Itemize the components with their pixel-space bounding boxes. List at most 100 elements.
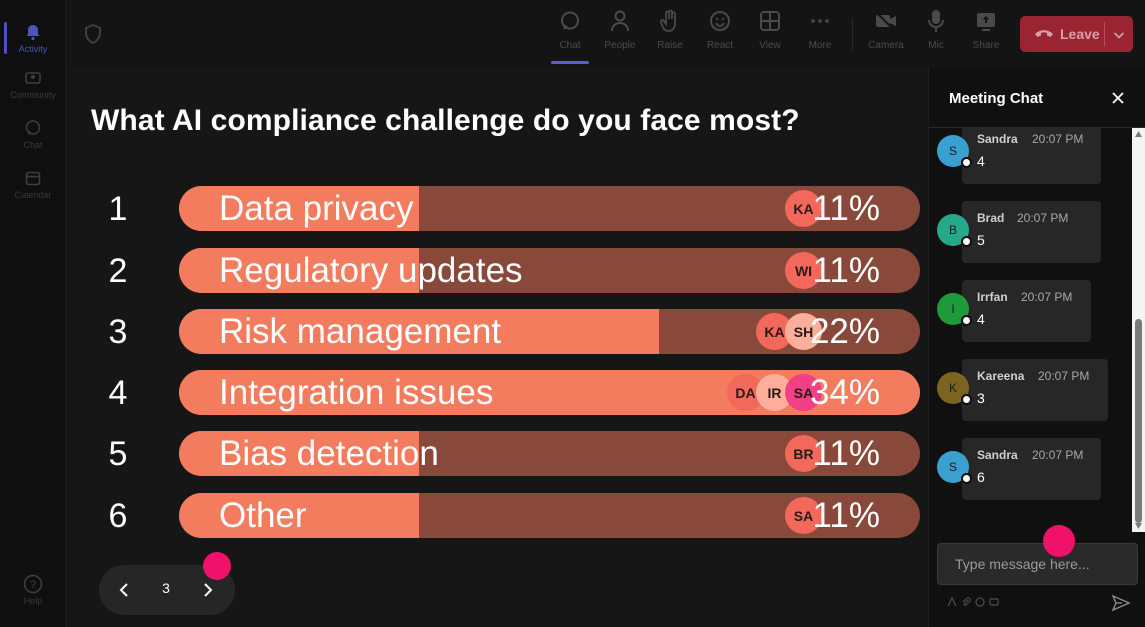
- chevron-left-icon: [119, 583, 128, 597]
- message-time: 20:07 PM: [1038, 369, 1090, 383]
- pointer-highlight: [1043, 525, 1075, 557]
- option-bar-fill: [179, 493, 419, 538]
- mic-button[interactable]: Mic: [911, 8, 961, 60]
- previous-page-button[interactable]: [112, 578, 136, 602]
- option-bar-fill: [179, 431, 419, 476]
- view-label: View: [759, 40, 781, 51]
- poll-option-row[interactable]: 6 Other SA 11%: [66, 493, 928, 539]
- view-button[interactable]: View: [745, 8, 795, 60]
- chat-message-input[interactable]: [937, 543, 1138, 585]
- chat-icon: [23, 118, 43, 138]
- chat-scrollbar[interactable]: [1132, 128, 1145, 532]
- rail-item-label: Activity: [18, 44, 48, 54]
- option-bar: Bias detection BR 11%: [179, 431, 920, 476]
- poll-stage: What AI compliance challenge do you face…: [66, 68, 928, 627]
- rail-item-chat[interactable]: Chat: [0, 110, 66, 158]
- close-icon[interactable]: [1110, 90, 1126, 106]
- hand-icon: [658, 8, 682, 34]
- chat-title: Meeting Chat: [949, 90, 1044, 107]
- poll-option-row[interactable]: 5 Bias detection BR 11%: [66, 431, 928, 477]
- option-percentage: 11%: [812, 434, 880, 473]
- voter-avatar: SA: [785, 497, 822, 534]
- react-button[interactable]: React: [695, 8, 745, 60]
- pointer-highlight: [203, 552, 231, 580]
- send-icon[interactable]: [1111, 594, 1131, 612]
- presence-status-icon: [961, 315, 972, 326]
- rail-item-help[interactable]: ? Help: [0, 566, 66, 614]
- scroll-down-icon: [1135, 523, 1142, 529]
- voter-avatars: KA: [785, 190, 822, 227]
- people-button[interactable]: People: [595, 8, 645, 60]
- message-text: 5: [977, 232, 985, 248]
- poll-question: What AI compliance challenge do you face…: [91, 104, 800, 137]
- camera-label: Camera: [868, 40, 904, 51]
- attach-icon[interactable]: [961, 597, 971, 607]
- raise-label: Raise: [657, 40, 683, 51]
- rail-item-label: Calendar: [14, 190, 52, 200]
- option-percentage: 11%: [812, 251, 880, 290]
- more-button[interactable]: More: [795, 8, 845, 60]
- option-number: 2: [108, 252, 128, 290]
- share-button[interactable]: Share: [961, 8, 1011, 60]
- option-bar-fill: [179, 248, 419, 293]
- chevron-down-icon[interactable]: [1113, 28, 1125, 40]
- option-number: 4: [108, 374, 128, 412]
- sender-name: Brad: [977, 211, 1005, 225]
- option-label: Risk management: [219, 312, 502, 351]
- voter-avatars: SA: [785, 497, 822, 534]
- leave-button[interactable]: Leave: [1020, 16, 1133, 52]
- raise-hand-button[interactable]: Raise: [645, 8, 695, 60]
- chat-icon: [558, 8, 582, 34]
- rail-item-label: Help: [23, 596, 43, 606]
- format-toolbar: [947, 597, 999, 607]
- toolbar-divider: [852, 18, 853, 50]
- option-bar-fill: [179, 186, 419, 231]
- camera-off-icon: [874, 8, 898, 34]
- scrollbar-thumb[interactable]: [1135, 319, 1142, 523]
- sender-name: Irrfan: [977, 290, 1008, 304]
- people-label: People: [604, 40, 636, 51]
- next-page-button[interactable]: [196, 578, 220, 602]
- poll-option-row[interactable]: 2 Regulatory updates WI 11%: [66, 248, 928, 294]
- smile-icon: [708, 8, 732, 34]
- poll-option-row[interactable]: 4 Integration issues DA IR SA 34%: [66, 370, 928, 416]
- message-bubble: Kareena 20:07 PM 3: [962, 359, 1108, 421]
- emoji-icon[interactable]: [975, 597, 985, 607]
- format-text-icon[interactable]: [947, 597, 957, 607]
- option-bar: Other SA 11%: [179, 493, 920, 538]
- option-bar-fill: [179, 309, 659, 354]
- option-bar: Risk management KA SH 22%: [179, 309, 920, 354]
- presence-status-icon: [961, 236, 972, 247]
- presence-status-icon: [961, 473, 972, 484]
- message-time: 20:07 PM: [1017, 211, 1069, 225]
- option-label: Regulatory updates: [219, 251, 523, 290]
- meeting-chat-panel: Meeting Chat Sandra 20:07 PM 4 S Brad 20:07 P…: [928, 68, 1145, 627]
- page-number: 3: [162, 580, 170, 596]
- poll-option-row[interactable]: 1 Data privacy KA 11%: [66, 186, 928, 232]
- sender-name: Kareena: [977, 369, 1025, 383]
- leave-split-divider: [1104, 22, 1105, 46]
- voter-avatars: KA SH: [756, 313, 822, 350]
- rail-item-calendar[interactable]: Calendar: [0, 160, 66, 208]
- gif-icon[interactable]: [989, 597, 999, 607]
- poll-option-row[interactable]: 3 Risk management KA SH 22%: [66, 309, 928, 355]
- rail-item-community[interactable]: Community: [0, 60, 66, 108]
- react-label: React: [706, 40, 734, 51]
- svg-text:?: ?: [30, 579, 36, 591]
- camera-button[interactable]: Camera: [861, 8, 911, 60]
- rail-item-activity[interactable]: Activity: [0, 14, 66, 62]
- voter-avatar: BR: [785, 435, 822, 472]
- voter-avatars: DA IR SA: [727, 374, 822, 411]
- app-rail: Activity Community Chat Calendar ? Help: [0, 0, 66, 627]
- option-label: Data privacy: [219, 189, 414, 228]
- mic-label: Mic: [928, 40, 944, 51]
- voter-avatar: SA: [785, 374, 822, 411]
- option-bar: Data privacy KA 11%: [179, 186, 920, 231]
- rail-item-label: Chat: [23, 140, 43, 150]
- chat-button[interactable]: Chat: [545, 8, 595, 64]
- phone-hangup-icon: [1034, 27, 1054, 41]
- voter-avatar: SH: [785, 313, 822, 350]
- option-label: Bias detection: [219, 434, 439, 473]
- option-percentage: 11%: [812, 496, 880, 535]
- people-icon: [608, 8, 632, 34]
